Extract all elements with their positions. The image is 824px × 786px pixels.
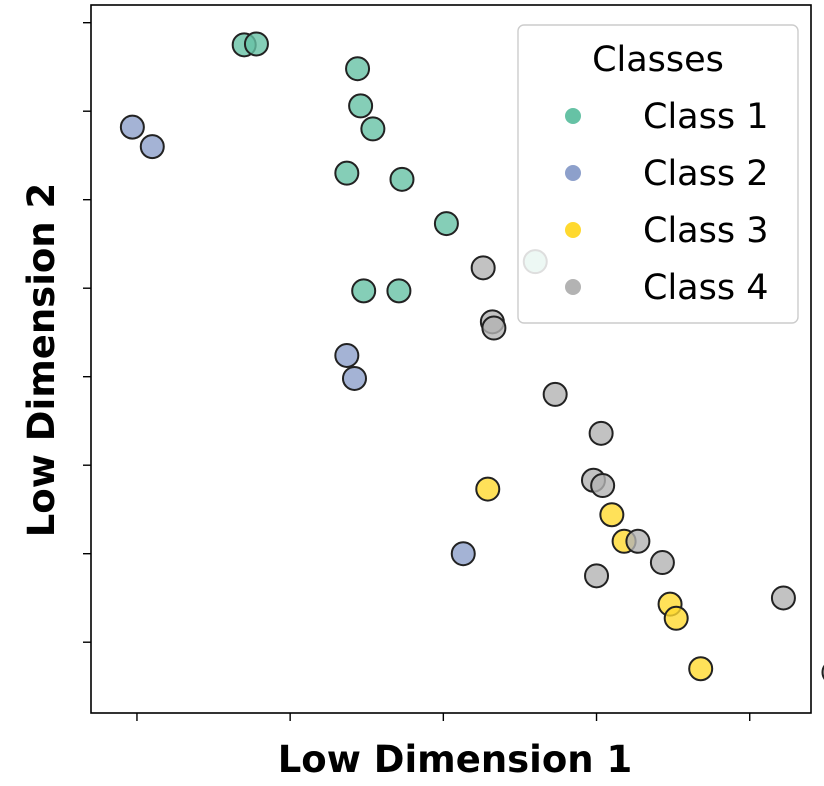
data-point-class-4 <box>649 550 675 576</box>
data-point-class-1 <box>433 211 459 237</box>
legend-marker-class-4 <box>565 279 581 295</box>
legend-title: Classes <box>592 40 724 80</box>
legend: Classes Class 1 Class 2 Class 3 Class 4 <box>517 24 799 324</box>
data-point-class-2 <box>341 365 367 391</box>
legend-label-class-3: Class 3 <box>643 211 768 251</box>
x-axis-label: Low Dimension 1 <box>278 738 633 781</box>
data-point-class-1 <box>243 31 269 57</box>
data-point-class-1 <box>345 56 371 82</box>
data-point-class-2 <box>334 342 360 368</box>
data-point-class-3 <box>688 656 714 682</box>
data-point-class-1 <box>348 93 374 119</box>
legend-box <box>517 24 799 324</box>
legend-marker-class-1 <box>565 108 581 124</box>
y-axis-label: Low Dimension 2 <box>20 183 63 538</box>
plot-frame <box>90 4 812 714</box>
data-point-class-4 <box>590 473 616 499</box>
data-point-class-2 <box>119 114 145 140</box>
data-point-class-4 <box>584 563 610 589</box>
data-point-class-2 <box>450 541 476 567</box>
legend-label-class-1: Class 1 <box>643 97 768 137</box>
legend-label-class-2: Class 2 <box>643 154 768 194</box>
legend-entries: Class 1 Class 2 Class 3 Class 4 <box>565 97 768 308</box>
legend-label-class-4: Class 4 <box>643 268 768 308</box>
data-point-class-4 <box>470 255 496 281</box>
data-point-class-4 <box>481 315 507 341</box>
data-point-class-1 <box>351 278 377 304</box>
legend-marker-class-3 <box>565 222 581 238</box>
data-point-class-4 <box>542 381 568 407</box>
axis-ticks <box>83 22 751 721</box>
data-point-class-4 <box>625 528 651 554</box>
data-point-class-1 <box>389 166 415 192</box>
data-point-class-1 <box>334 160 360 186</box>
data-point-class-4 <box>588 420 614 446</box>
legend-marker-class-2 <box>565 165 581 181</box>
data-point-class-3 <box>599 502 625 528</box>
data-point-class-2 <box>139 134 165 160</box>
data-point-class-4 <box>770 585 796 611</box>
data-point-class-3 <box>663 605 689 631</box>
data-point-class-3 <box>475 476 501 502</box>
data-point-class-1 <box>386 278 412 304</box>
data-point-class-1 <box>360 116 386 142</box>
